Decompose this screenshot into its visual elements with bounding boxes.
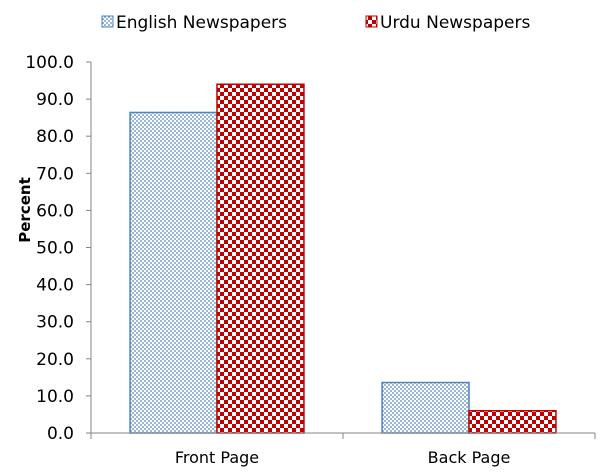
y-tick-label: 100.0: [25, 53, 74, 73]
legend-swatch-urdu: [365, 15, 378, 28]
y-tick-label: 90.0: [36, 90, 74, 110]
y-tick-label: 80.0: [36, 127, 74, 147]
bar-english-back-page: [381, 381, 470, 434]
legend: English Newspapers Urdu Newspapers: [101, 13, 530, 33]
bar-english-front-page: [129, 111, 218, 434]
y-axis-label: Percent: [16, 177, 34, 242]
legend-label-english: English Newspapers: [116, 13, 287, 33]
y-tick-label: 70.0: [36, 164, 74, 184]
y-tick-label: 50.0: [36, 239, 74, 259]
legend-item-english: English Newspapers: [101, 13, 287, 33]
bar-urdu-front-page: [216, 83, 305, 434]
y-axis: 0.0 10.0 20.0 30.0 40.0 50.0 60.0 70.0 80.0 90.0 1…: [25, 53, 92, 444]
y-tick-label: 0.0: [47, 424, 74, 444]
bar-urdu-back-page: [468, 409, 557, 434]
y-tick-label: 60.0: [36, 201, 74, 221]
legend-label-urdu: Urdu Newspapers: [380, 13, 530, 33]
y-tick-label: 40.0: [36, 276, 74, 296]
y-tick-label: 10.0: [36, 387, 74, 407]
x-tick-label: Back Page: [428, 448, 511, 467]
y-tick-label: 20.0: [36, 350, 74, 370]
legend-item-urdu: Urdu Newspapers: [365, 13, 530, 33]
x-tick-label: Front Page: [175, 448, 259, 467]
legend-swatch-english: [101, 15, 114, 28]
bars: [129, 83, 557, 434]
x-axis: Front Page Back Page: [90, 432, 596, 467]
y-tick-label: 30.0: [36, 313, 74, 333]
